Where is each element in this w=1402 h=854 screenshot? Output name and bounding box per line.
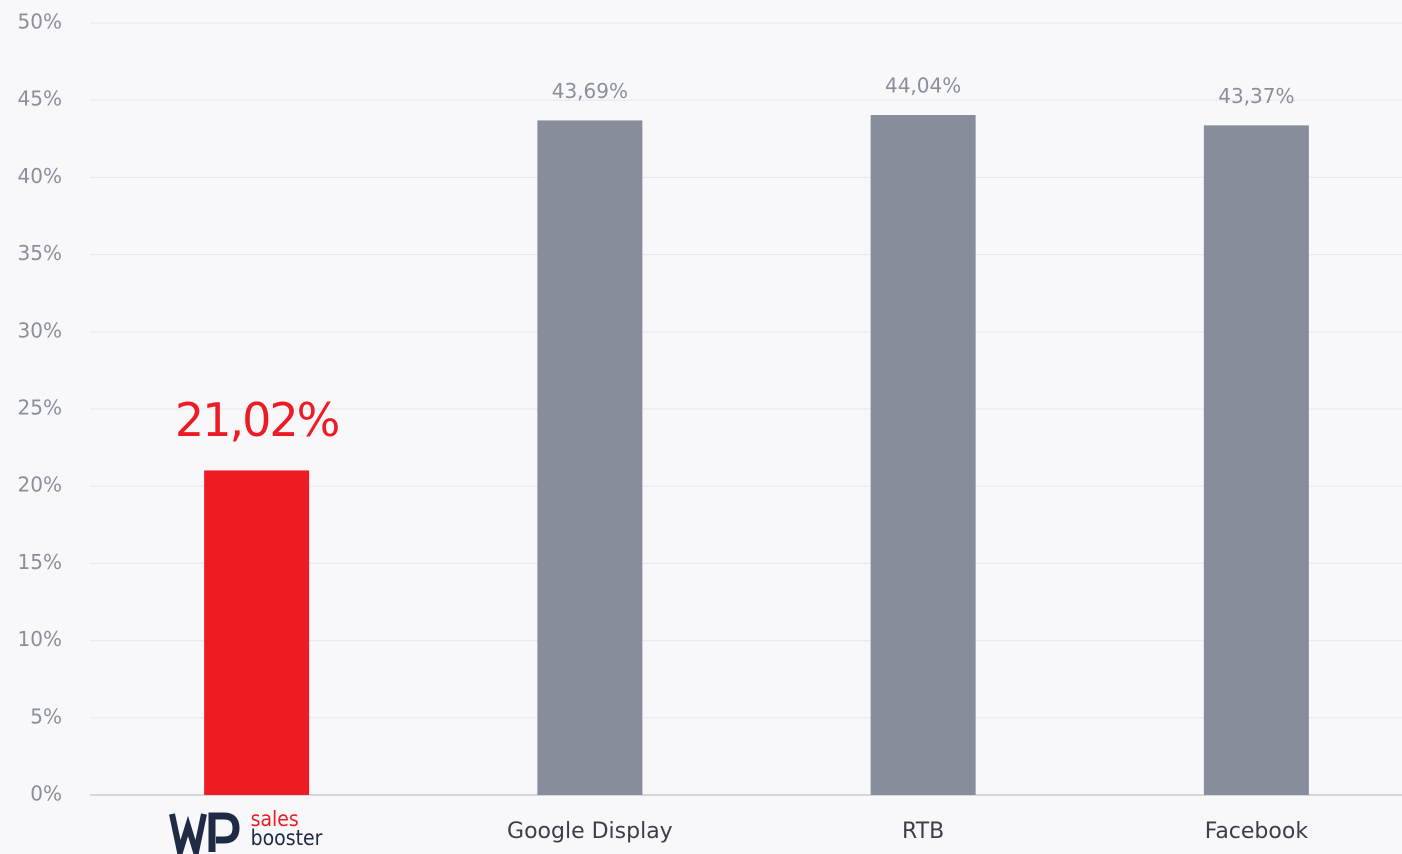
- bar: [204, 470, 310, 795]
- y-tick-label: 15%: [18, 550, 62, 574]
- value-label: 21,02%: [175, 393, 339, 447]
- y-tick-label: 20%: [18, 473, 62, 497]
- x-tick-label: sales booster: [250, 810, 323, 850]
- y-tick-label: 45%: [18, 87, 62, 111]
- y-tick-label: 10%: [18, 627, 62, 651]
- x-tick-label: RTB: [902, 819, 944, 844]
- y-tick-label: 50%: [18, 10, 62, 34]
- y-tick-label: 35%: [18, 241, 62, 265]
- value-label: 44,04%: [885, 74, 961, 98]
- y-tick-label: 5%: [30, 704, 62, 728]
- category-logo: sales booster: [250, 810, 323, 850]
- y-tick-label: 0%: [30, 782, 62, 806]
- y-tick-label: 40%: [18, 164, 62, 188]
- bar: [1203, 125, 1309, 796]
- y-tick-label: 30%: [18, 318, 62, 342]
- x-tick-label: Facebook: [1205, 819, 1309, 844]
- x-tick-label: Google Display: [507, 819, 673, 844]
- bar: [870, 115, 976, 795]
- bar: [537, 120, 643, 796]
- value-label: 43,69%: [552, 79, 628, 103]
- logo-icon: [169, 812, 240, 854]
- y-tick-label: 25%: [18, 396, 62, 420]
- value-label: 43,37%: [1218, 84, 1294, 108]
